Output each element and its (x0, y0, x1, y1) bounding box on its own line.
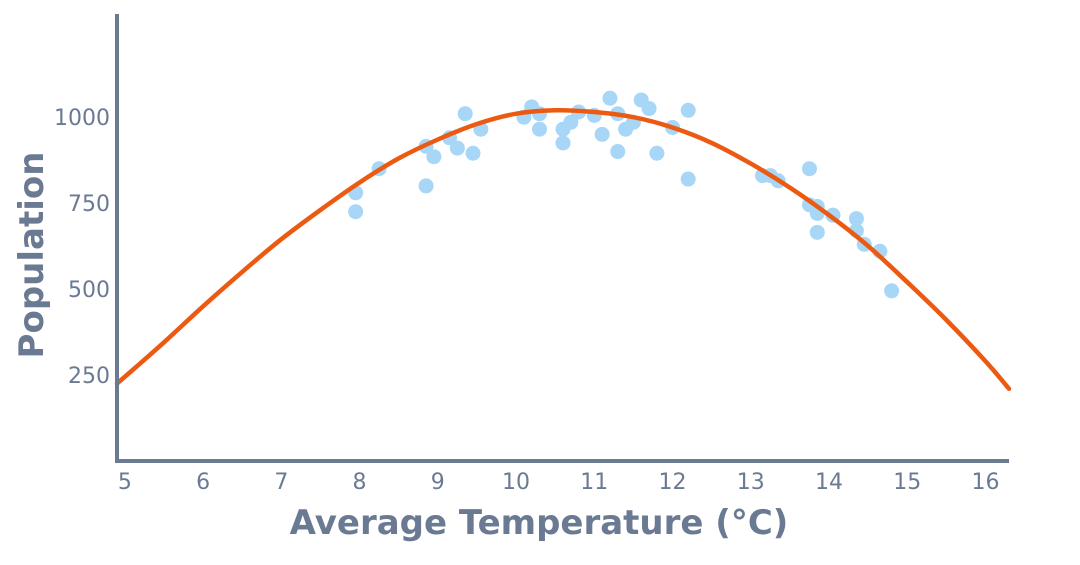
x-tick-label: 11 (580, 470, 608, 495)
x-tick-label: 13 (737, 470, 765, 495)
trend-curve (114, 107, 1012, 392)
data-point (649, 145, 665, 161)
data-point (555, 135, 571, 151)
data-point (594, 126, 610, 142)
y-tick-label: 250 (68, 364, 110, 389)
y-tick-labels: 250 500 750 1000 (54, 106, 110, 389)
x-tick-label: 7 (274, 470, 288, 495)
x-tick-label: 12 (659, 470, 687, 495)
trend-curve-group (114, 107, 1012, 392)
y-tick-label: 750 (68, 192, 110, 217)
x-tick-label: 16 (972, 470, 1000, 495)
data-point (532, 121, 548, 137)
data-point (563, 114, 579, 130)
data-point (602, 90, 618, 106)
x-tick-label: 8 (353, 470, 367, 495)
data-point (680, 102, 696, 118)
data-point (884, 283, 900, 299)
data-point (348, 204, 364, 220)
x-tick-label: 6 (196, 470, 210, 495)
data-point (809, 224, 825, 240)
x-tick-labels: 5 6 7 8 9 10 11 12 13 14 15 16 (118, 470, 1000, 495)
x-tick-label: 5 (118, 470, 132, 495)
data-point (680, 171, 696, 187)
y-tick-label: 500 (68, 278, 110, 303)
data-point (457, 106, 473, 122)
data-points (348, 90, 900, 299)
data-point (449, 140, 465, 156)
data-point (848, 211, 864, 227)
data-point (641, 101, 657, 117)
data-point (610, 144, 626, 160)
x-tick-label: 9 (431, 470, 445, 495)
x-tick-label: 10 (502, 470, 530, 495)
x-tick-label: 14 (815, 470, 843, 495)
y-axis-title: Population (12, 152, 52, 359)
y-tick-label: 1000 (54, 106, 110, 131)
data-point (465, 145, 481, 161)
x-axis-title: Average Temperature (°C) (290, 503, 789, 543)
data-point (418, 178, 434, 194)
data-point (426, 149, 442, 165)
data-point (801, 161, 817, 177)
x-tick-label: 15 (893, 470, 921, 495)
